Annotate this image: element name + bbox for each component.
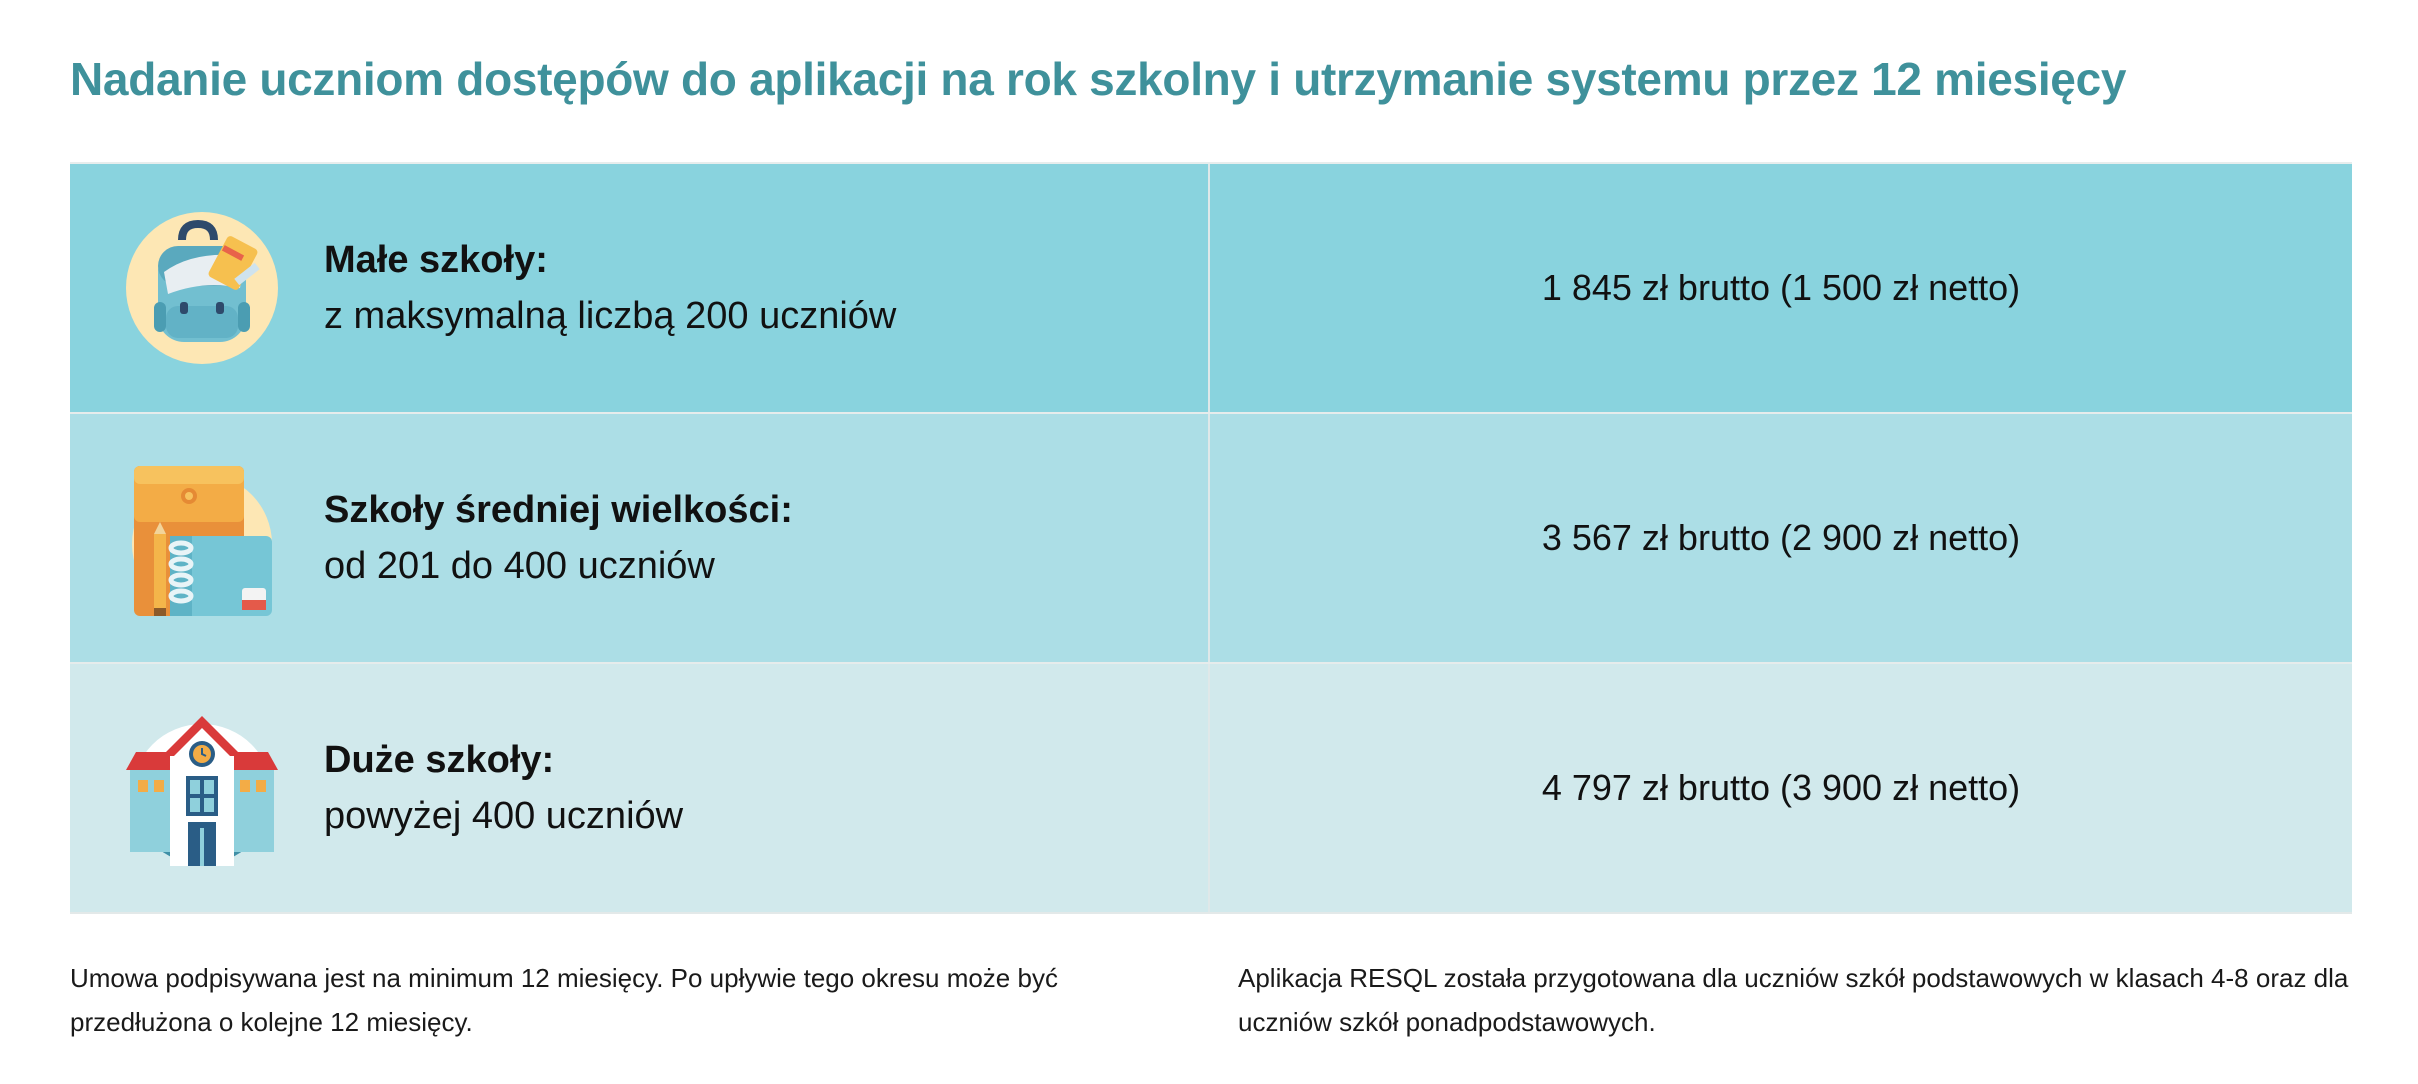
tier-price: 3 567 zł brutto (2 900 zł netto) [1541,517,2021,558]
tier-cell: Małe szkoły: z maksymalną liczbą 200 ucz… [70,164,1210,412]
pricing-table: Małe szkoły: z maksymalną liczbą 200 ucz… [70,162,2352,914]
contract-note: Umowa podpisywana jest na minimum 12 mie… [70,963,1058,1037]
tier-description: od 201 do 400 uczniów [324,545,715,587]
tier-name: Małe szkoły: [324,239,548,281]
pricing-row-small: Małe szkoły: z maksymalną liczbą 200 ucz… [70,164,2352,414]
notebook-folder-icon [124,460,280,616]
tier-price: 1 845 zł brutto (1 500 zł netto) [1541,267,2021,308]
tier-text: Duże szkoły: powyżej 400 uczniów [324,732,683,844]
tier-cell: Duże szkoły: powyżej 400 uczniów [70,664,1210,912]
backpack-icon [124,210,280,366]
school-building-icon [124,710,280,866]
tier-text: Małe szkoły: z maksymalną liczbą 200 ucz… [324,232,896,344]
pricing-row-large: Duże szkoły: powyżej 400 uczniów 4 797 z… [70,664,2352,914]
tier-name: Szkoły średniej wielkości: [324,489,793,531]
tier-description: z maksymalną liczbą 200 uczniów [324,295,897,337]
page-title: Nadanie uczniom dostępów do aplikacji na… [70,53,2127,105]
tier-name: Duże szkoły: [324,739,555,781]
tier-price: 4 797 zł brutto (3 900 zł netto) [1541,767,2021,808]
tier-text: Szkoły średniej wielkości: od 201 do 400… [324,482,793,594]
tier-cell: Szkoły średniej wielkości: od 201 do 400… [70,414,1210,662]
tier-description: powyżej 400 uczniów [324,795,684,837]
pricing-row-medium: Szkoły średniej wielkości: od 201 do 400… [70,414,2352,664]
audience-note: Aplikacja RESQL została przygotowana dla… [1238,963,2349,1037]
